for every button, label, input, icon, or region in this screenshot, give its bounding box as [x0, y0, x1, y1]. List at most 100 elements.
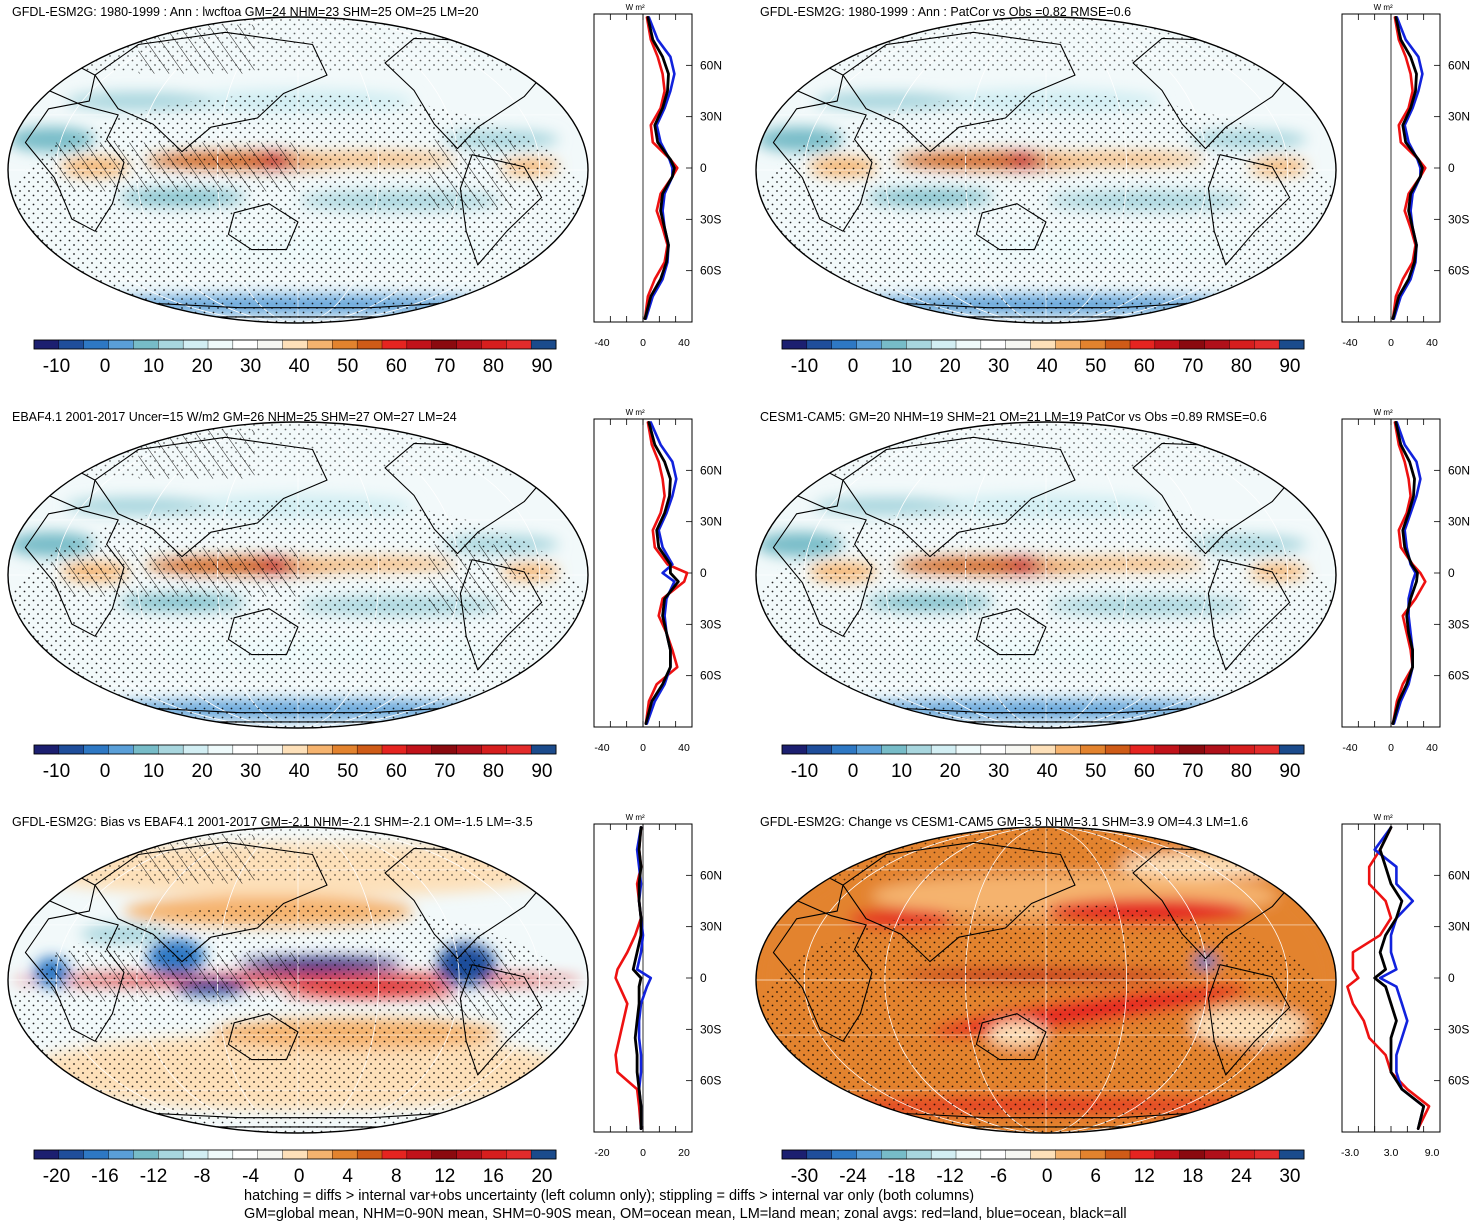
colorbar-tick-label: 70 — [434, 761, 455, 782]
colorbar-swatch — [1229, 340, 1254, 349]
panel-title: GFDL-ESM2G: 1980-1999 : Ann : lwcftoa GM… — [12, 5, 479, 19]
latitude-label: 60N — [1448, 463, 1470, 477]
colorbar-swatch — [1031, 340, 1056, 349]
colorbar-swatch — [432, 340, 457, 349]
colorbar-tick-label: 12 — [434, 1166, 455, 1187]
stippling — [756, 904, 1336, 1134]
colorbar-tick-label: 40 — [289, 761, 310, 782]
zonal-unit-label: W m² — [1374, 408, 1393, 417]
footnote-1: hatching = diffs > internal var+obs unce… — [244, 1188, 974, 1204]
colorbar-swatch — [1006, 340, 1031, 349]
hatching — [429, 544, 516, 613]
colorbar-swatch — [782, 1150, 807, 1159]
colorbar-swatch — [133, 745, 158, 754]
colorbar-tick-label: 70 — [1182, 356, 1203, 377]
colorbar-swatch — [1105, 1150, 1130, 1159]
zonal-unit-label: W m² — [626, 3, 645, 12]
colorbar-tick-label: 50 — [337, 761, 358, 782]
colorbar-swatch — [183, 1150, 208, 1159]
colorbar-swatch — [183, 745, 208, 754]
colorbar-swatch — [1180, 1150, 1205, 1159]
latitude-label: 60S — [700, 1074, 721, 1088]
stippling — [8, 827, 588, 881]
colorbar-swatch — [382, 340, 407, 349]
zonal-x-tick-label: 0 — [1388, 742, 1394, 754]
colorbar-swatch — [332, 1150, 357, 1159]
colorbar-swatch — [258, 1150, 283, 1159]
zonal-x-tick-label: 0 — [640, 742, 646, 754]
colorbar-swatch — [881, 745, 906, 754]
colorbar-swatch — [931, 340, 956, 349]
colorbar-swatch — [1006, 745, 1031, 754]
zonal-x-tick-label: 40 — [1426, 337, 1438, 349]
map-field — [8, 17, 588, 323]
colorbar-swatch — [1205, 1150, 1230, 1159]
colorbar-tick-label: 20 — [192, 761, 213, 782]
latitude-label: 60N — [700, 58, 722, 72]
colorbar-swatch — [307, 745, 332, 754]
latitude-label: 30S — [700, 1022, 721, 1036]
latitude-label: 0 — [700, 566, 707, 580]
colorbar-swatch — [307, 340, 332, 349]
colorbar-swatch — [1180, 340, 1205, 349]
hatching — [52, 952, 299, 1001]
colorbar-tick-label: 70 — [1182, 761, 1203, 782]
colorbar-swatch — [283, 1150, 308, 1159]
colorbar-swatch — [407, 340, 432, 349]
latitude-label: 30N — [1448, 920, 1470, 934]
colorbar-tick-label: 80 — [483, 761, 504, 782]
colorbar-swatch — [183, 340, 208, 349]
colorbar-swatch — [807, 745, 832, 754]
colorbar-swatch — [332, 340, 357, 349]
colorbar-swatch — [1155, 745, 1180, 754]
zonal-unit-label: W m² — [626, 813, 645, 822]
colorbar-tick-label: 30 — [240, 761, 261, 782]
colorbar-swatch — [407, 745, 432, 754]
stippling — [756, 17, 1336, 71]
colorbar-swatch — [1155, 1150, 1180, 1159]
zonal-x-tick-label: -40 — [594, 337, 609, 349]
colorbar-swatch — [1055, 1150, 1080, 1159]
hatching — [139, 835, 255, 884]
colorbar-swatch — [906, 340, 931, 349]
colorbar-tick-label: -20 — [43, 1166, 70, 1187]
latitude-label: 60S — [700, 669, 721, 683]
colorbar-swatch — [481, 340, 506, 349]
latitude-label: 60N — [1448, 58, 1470, 72]
latitude-label: 30S — [700, 617, 721, 631]
stippling — [756, 499, 1336, 729]
colorbar-swatch — [1205, 745, 1230, 754]
zonal-unit-label: W m² — [1374, 813, 1393, 822]
zonal-x-tick-label: -40 — [1342, 337, 1357, 349]
latitude-label: 30S — [700, 212, 721, 226]
panel-title: GFDL-ESM2G: Change vs CESM1-CAM5 GM=3.5 … — [760, 815, 1248, 829]
colorbar-tick-label: -4 — [242, 1166, 259, 1187]
colorbar-tick-label: 0 — [1042, 1166, 1053, 1187]
zonal-x-tick-label: -40 — [1342, 742, 1357, 754]
colorbar-swatch — [382, 745, 407, 754]
zonal-line-all — [633, 827, 641, 1128]
colorbar-swatch — [457, 745, 482, 754]
colorbar-tick-label: -8 — [194, 1166, 211, 1187]
zonal-x-tick-label: -3.0 — [1341, 1147, 1359, 1159]
colorbar-tick-label: 30 — [1279, 1166, 1300, 1187]
panel-title: CESM1-CAM5: GM=20 NHM=19 SHM=21 OM=21 LM… — [760, 410, 1267, 424]
colorbar-swatch — [1279, 1150, 1304, 1159]
colorbar-tick-label: 40 — [289, 356, 310, 377]
latitude-label: 30S — [1448, 212, 1469, 226]
colorbar-swatch — [807, 1150, 832, 1159]
colorbar-tick-label: 50 — [1085, 356, 1106, 377]
colorbar-swatch — [807, 340, 832, 349]
map-field — [756, 17, 1336, 323]
latitude-label: 0 — [1448, 971, 1455, 985]
colorbar-tick-label: 90 — [531, 356, 552, 377]
colorbar-tick-label: -6 — [990, 1166, 1007, 1187]
zonal-x-tick-label: 40 — [678, 337, 690, 349]
